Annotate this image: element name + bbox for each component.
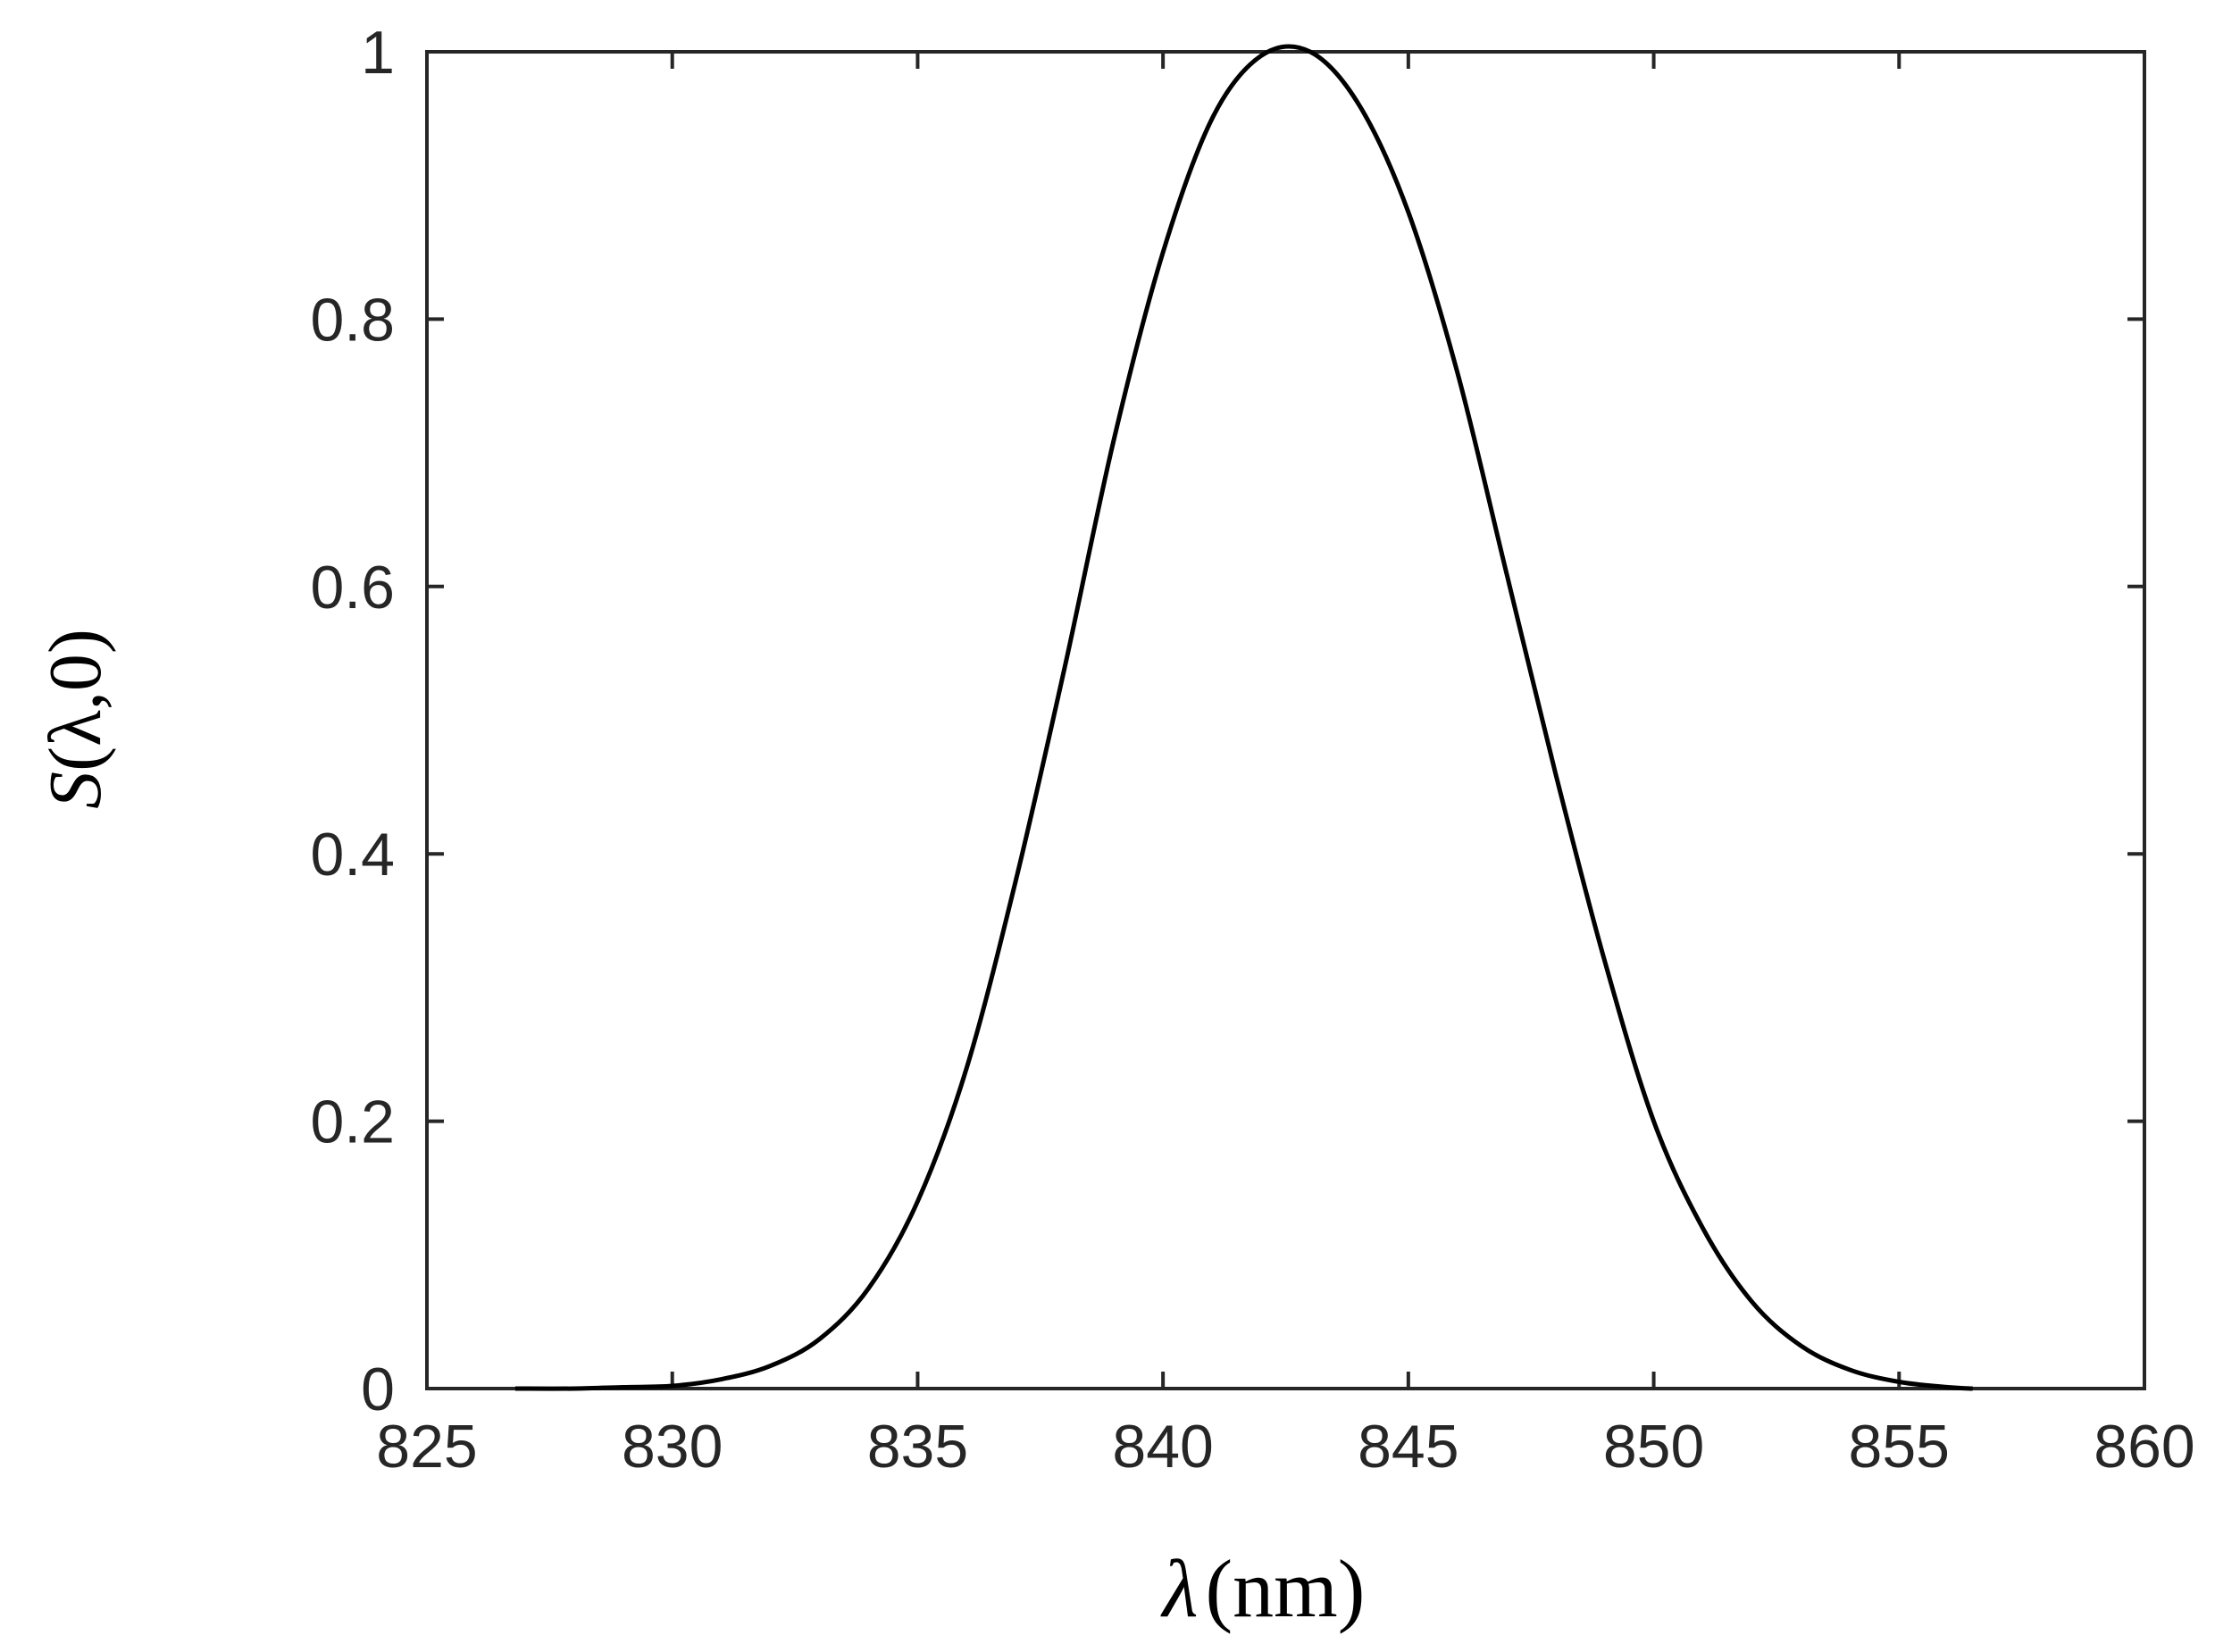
x-tick-label: 860: [2094, 1413, 2194, 1481]
x-tick-label: 855: [1849, 1413, 1950, 1481]
series-line: [514, 44, 1973, 1391]
y-tick-label: 1: [361, 19, 395, 87]
x-tick-label: 850: [1603, 1413, 1704, 1481]
plot-area: [425, 50, 2146, 1390]
y-tick-labels: 0 0.2 0.4 0.6 0.8 1: [310, 19, 395, 1423]
x-tick-labels: 825 830 835 840 845 850 855 860: [376, 1413, 2194, 1481]
y-tick-label: 0: [361, 1356, 395, 1423]
x-axis-label: λ(nm): [1160, 1543, 1366, 1634]
y-axis-label: S(λ,0): [34, 629, 117, 809]
y-tick-label: 0.6: [310, 554, 395, 622]
x-tick-label: 845: [1358, 1413, 1459, 1481]
y-tick-label: 0.8: [310, 286, 395, 354]
y-axis-label-func: S: [34, 772, 117, 809]
y-axis-label-args: (λ,0): [34, 629, 117, 772]
y-tick-label: 0.4: [310, 821, 395, 889]
x-tick-label: 825: [376, 1413, 477, 1481]
x-axis-label-unit: (nm): [1206, 1543, 1366, 1634]
x-tick-label: 830: [622, 1413, 723, 1481]
x-tick-label: 835: [867, 1413, 968, 1481]
x-axis-label-symbol: λ: [1160, 1543, 1199, 1634]
y-tick-label: 0.2: [310, 1089, 395, 1156]
x-tick-label: 840: [1112, 1413, 1213, 1481]
